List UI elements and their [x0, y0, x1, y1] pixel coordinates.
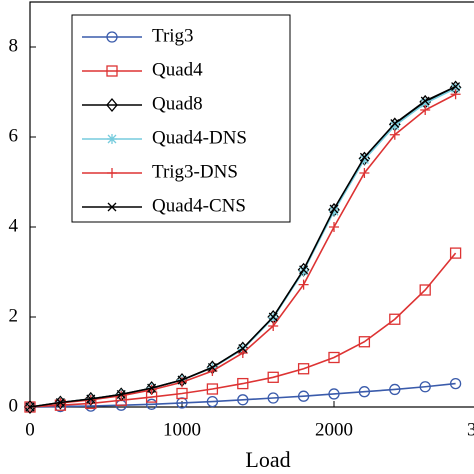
- marker: [116, 389, 126, 399]
- y-tick-label: 2: [9, 305, 19, 326]
- marker: [206, 383, 219, 395]
- series-line: [29, 382, 456, 408]
- marker: [449, 247, 462, 259]
- marker: [389, 129, 400, 140]
- y-tick-label: 6: [9, 125, 19, 146]
- marker: [328, 388, 340, 400]
- x-tick-label: 1000: [163, 419, 201, 440]
- legend-label: Quad4: [152, 59, 203, 80]
- legend-label: Quad4-DNS: [152, 127, 247, 148]
- x-tick-label: 2000: [315, 419, 353, 440]
- legend-label: Trig3: [152, 25, 194, 46]
- y-tick-label: 0: [9, 395, 19, 416]
- marker: [328, 351, 340, 364]
- marker: [419, 381, 431, 393]
- legend-box: [71, 14, 291, 223]
- marker: [207, 362, 217, 372]
- marker: [86, 394, 96, 404]
- marker: [267, 392, 279, 404]
- y-tick-label: 8: [9, 35, 19, 56]
- marker: [54, 395, 67, 410]
- marker: [55, 398, 65, 407]
- legend-label: Trig3-DNS: [152, 161, 238, 182]
- marker: [358, 336, 371, 348]
- marker: [106, 31, 118, 43]
- x-tick-label: 3000: [467, 419, 474, 440]
- marker: [237, 348, 248, 358]
- marker: [358, 386, 371, 398]
- marker: [419, 284, 431, 296]
- marker: [359, 152, 369, 162]
- marker: [84, 391, 97, 406]
- marker: [449, 377, 462, 390]
- marker: [359, 168, 370, 178]
- marker: [329, 206, 339, 217]
- marker: [297, 363, 310, 375]
- marker: [106, 65, 118, 77]
- marker: [450, 89, 461, 100]
- marker: [329, 204, 339, 214]
- x-axis-label: Load: [245, 447, 290, 472]
- marker: [329, 222, 339, 232]
- marker: [299, 265, 309, 275]
- marker: [107, 202, 117, 212]
- marker: [389, 383, 401, 396]
- marker: [389, 120, 400, 131]
- marker: [389, 313, 401, 325]
- marker: [390, 119, 400, 128]
- marker: [237, 377, 249, 390]
- marker: [450, 83, 461, 94]
- marker: [107, 168, 117, 178]
- marker: [268, 312, 278, 322]
- marker: [25, 402, 35, 412]
- marker: [206, 395, 219, 408]
- marker: [238, 344, 248, 353]
- marker: [237, 394, 249, 406]
- legend-label: Quad4-CNS: [152, 195, 246, 216]
- marker: [107, 134, 117, 144]
- marker: [451, 82, 461, 92]
- marker: [116, 390, 127, 401]
- marker: [420, 98, 431, 109]
- marker: [24, 399, 36, 415]
- x-tick-label: 0: [25, 419, 35, 440]
- y-tick-label: 4: [9, 215, 19, 236]
- marker: [267, 371, 279, 383]
- marker: [177, 377, 187, 388]
- marker: [268, 321, 279, 331]
- marker: [420, 96, 430, 106]
- marker: [298, 279, 309, 290]
- marker: [297, 390, 310, 402]
- marker: [420, 105, 431, 115]
- plot-frame: [29, 1, 474, 408]
- legend-label: Quad8: [152, 93, 203, 114]
- marker: [146, 384, 157, 395]
- marker: [177, 375, 187, 385]
- series-line: [29, 252, 457, 408]
- marker: [147, 383, 157, 393]
- marker: [145, 398, 158, 410]
- marker: [106, 97, 118, 113]
- marker: [176, 387, 188, 400]
- marker: [359, 154, 370, 165]
